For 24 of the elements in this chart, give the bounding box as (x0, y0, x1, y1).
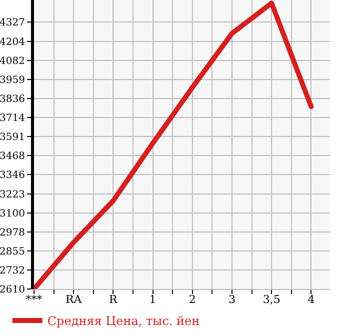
y-tick-label: 3836 (0, 94, 25, 106)
y-tick-label: 3591 (0, 132, 25, 144)
y-tick-label: 3223 (0, 189, 25, 200)
y-tick-label: 3959 (0, 74, 25, 86)
y-tick-label: 4204 (0, 36, 25, 48)
x-tick-label: RA (65, 293, 83, 306)
y-tick-label: 2610 (0, 284, 25, 296)
y-tick-label: 4082 (0, 56, 25, 67)
x-tick-label: 2 (188, 293, 196, 306)
y-tick-label: 3468 (0, 151, 25, 162)
y-tick-label: 3346 (0, 170, 25, 182)
x-tick-label: 4 (308, 293, 315, 306)
y-tick-label: 2732 (0, 266, 25, 277)
legend-label: Средняя Цена, тыс. йен (47, 314, 200, 328)
x-tick-label: 3 (228, 293, 236, 306)
x-tick-label: R (109, 293, 118, 306)
x-tick-label: 1 (149, 293, 156, 306)
y-tick-label: 3100 (0, 208, 25, 220)
x-tick-label: *** (26, 293, 43, 306)
y-tick-label: 3714 (0, 112, 25, 124)
x-tick-label: 3,5 (262, 293, 280, 306)
y-tick-label: 2978 (0, 227, 25, 238)
y-tick-label: 2855 (0, 246, 25, 258)
y-tick-label: 4327 (0, 18, 25, 29)
